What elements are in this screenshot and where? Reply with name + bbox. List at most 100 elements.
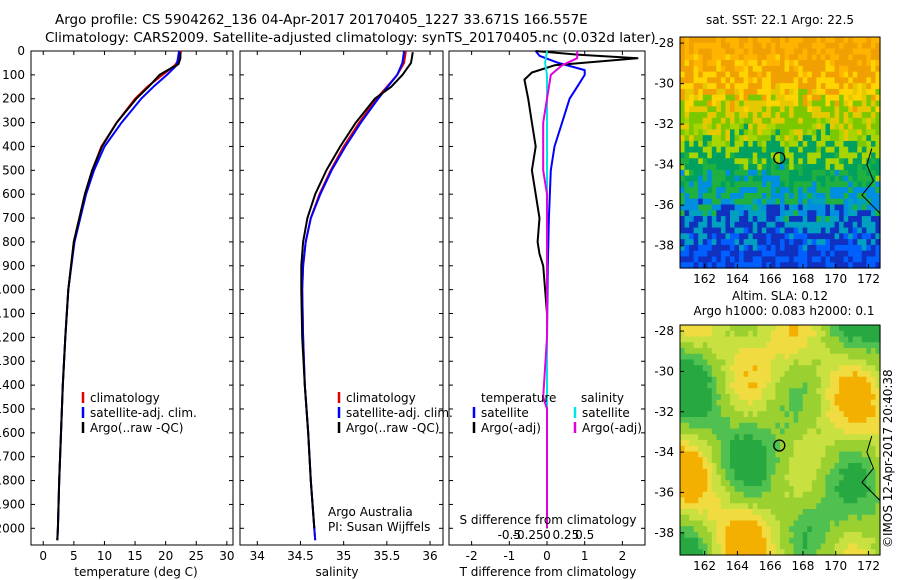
difference-xlabel2: S difference from climatology bbox=[460, 513, 637, 527]
sst-map-cell bbox=[861, 129, 867, 136]
sla-map-cell bbox=[857, 468, 863, 476]
sst-map-cell bbox=[780, 54, 786, 61]
sst-map-cell bbox=[784, 244, 790, 252]
sst-map-cell bbox=[811, 65, 817, 73]
sst-map-cell bbox=[684, 262, 690, 269]
sla-map-cell bbox=[789, 365, 795, 372]
sst-map-cell bbox=[702, 48, 708, 55]
sla-map-cell bbox=[811, 359, 817, 366]
sst-map-cell bbox=[698, 146, 704, 154]
sst-map-cell bbox=[830, 54, 836, 61]
sla-map-cell bbox=[811, 526, 817, 533]
sst-map-cell bbox=[748, 198, 754, 206]
sst-map-cell bbox=[748, 112, 754, 119]
sst-map-cell bbox=[720, 152, 727, 159]
sla-map-cell bbox=[816, 543, 822, 550]
salinity-xlabel: salinity bbox=[315, 565, 358, 579]
sla-map-cell bbox=[780, 503, 786, 510]
sla-map-cell bbox=[739, 382, 745, 389]
sst-map-cell bbox=[848, 135, 854, 142]
sst-map-cell bbox=[761, 152, 767, 159]
sst-map-cell bbox=[843, 262, 849, 269]
sst-map-cell bbox=[866, 60, 872, 67]
sla-map-cell bbox=[720, 434, 727, 441]
sla-map-cell bbox=[843, 463, 849, 470]
sst-map-cell bbox=[848, 106, 854, 113]
sla-map-cell bbox=[834, 388, 840, 395]
sla-map-cell bbox=[748, 325, 754, 332]
sst-map-cell bbox=[861, 42, 867, 50]
sst-map-cell bbox=[752, 181, 758, 188]
sla-map-cell bbox=[807, 399, 813, 407]
sla-map-cell bbox=[866, 359, 872, 366]
sla-map-cell bbox=[820, 503, 827, 510]
sst-map-cell bbox=[684, 146, 690, 154]
sla-map-cell bbox=[743, 365, 749, 372]
sst-map-cell bbox=[739, 192, 745, 200]
sla-map-cell bbox=[702, 445, 708, 453]
sla-map-cell bbox=[693, 537, 699, 545]
sst-map-cell bbox=[734, 48, 740, 55]
sla-map-cell bbox=[798, 543, 804, 550]
sla-map-cell bbox=[680, 514, 686, 522]
sst-map-cell bbox=[820, 262, 827, 269]
sst-map-cell bbox=[875, 164, 881, 171]
sst-map-cell bbox=[730, 100, 736, 107]
sst-map-cell bbox=[793, 204, 799, 211]
sst-map-cell bbox=[725, 123, 731, 131]
sla-map-cell bbox=[770, 520, 777, 527]
sst-map-cell bbox=[752, 227, 758, 234]
depth-tick-label: 2000 bbox=[0, 521, 25, 535]
sst-map-cell bbox=[752, 48, 758, 55]
sst-map-cell bbox=[848, 37, 854, 44]
sst-map-cell bbox=[839, 135, 845, 142]
sla-map-cell bbox=[693, 371, 699, 378]
sst-map-cell bbox=[834, 129, 840, 136]
sla-map-cell bbox=[766, 388, 772, 395]
sst-map-cell bbox=[748, 152, 754, 159]
sla-map-cell bbox=[711, 405, 717, 412]
sst-map-cell bbox=[716, 204, 722, 211]
sla-map-cell bbox=[848, 537, 854, 545]
sst-map-cell bbox=[743, 106, 749, 113]
sla-map-cell bbox=[870, 486, 877, 493]
sla-map-cell bbox=[680, 503, 686, 510]
sla-map-cell bbox=[830, 514, 836, 522]
sst-map-cell bbox=[698, 198, 704, 206]
sst-map-cell bbox=[748, 60, 754, 67]
sst-map-cell bbox=[684, 88, 690, 96]
sst-map-cell bbox=[825, 216, 831, 223]
sst-map-cell bbox=[757, 181, 763, 188]
sst-map-cell bbox=[825, 187, 831, 194]
sla-map-cell bbox=[861, 526, 867, 533]
sst-map-cell bbox=[834, 42, 840, 50]
sla-map-cell bbox=[739, 325, 745, 332]
sst-map-cell bbox=[770, 129, 777, 136]
sst-map-cell bbox=[770, 158, 777, 165]
sst-map-cell bbox=[811, 216, 817, 223]
sst-map-cell bbox=[716, 187, 722, 194]
sla-map-cell bbox=[752, 411, 758, 418]
sst-map-cell bbox=[780, 239, 786, 246]
depth-tick-label: 1900 bbox=[0, 497, 25, 511]
sst-map-cell bbox=[693, 198, 699, 206]
sst-map-cell bbox=[770, 48, 777, 55]
sla-map-cell bbox=[734, 497, 740, 504]
sst-map-cell bbox=[725, 60, 731, 67]
sla-map-cell bbox=[870, 330, 877, 338]
sst-map-cell bbox=[811, 83, 817, 90]
sla-map-cell bbox=[684, 457, 690, 464]
sst-map-cell bbox=[807, 94, 813, 102]
sst-map-cell bbox=[725, 100, 731, 107]
sla-map-cell bbox=[711, 440, 717, 447]
sst-map-cell bbox=[843, 37, 849, 44]
sst-map-cell bbox=[761, 83, 767, 90]
sla-map-cell bbox=[802, 330, 808, 338]
sla-map-cell bbox=[730, 457, 736, 464]
sst-map-cell bbox=[780, 175, 786, 182]
sst-map-cell bbox=[839, 181, 845, 188]
sla-map-cell bbox=[702, 405, 708, 412]
sla-map-cell bbox=[716, 325, 722, 332]
sst-map-cell bbox=[780, 42, 786, 50]
sst-map-cell bbox=[816, 187, 822, 194]
